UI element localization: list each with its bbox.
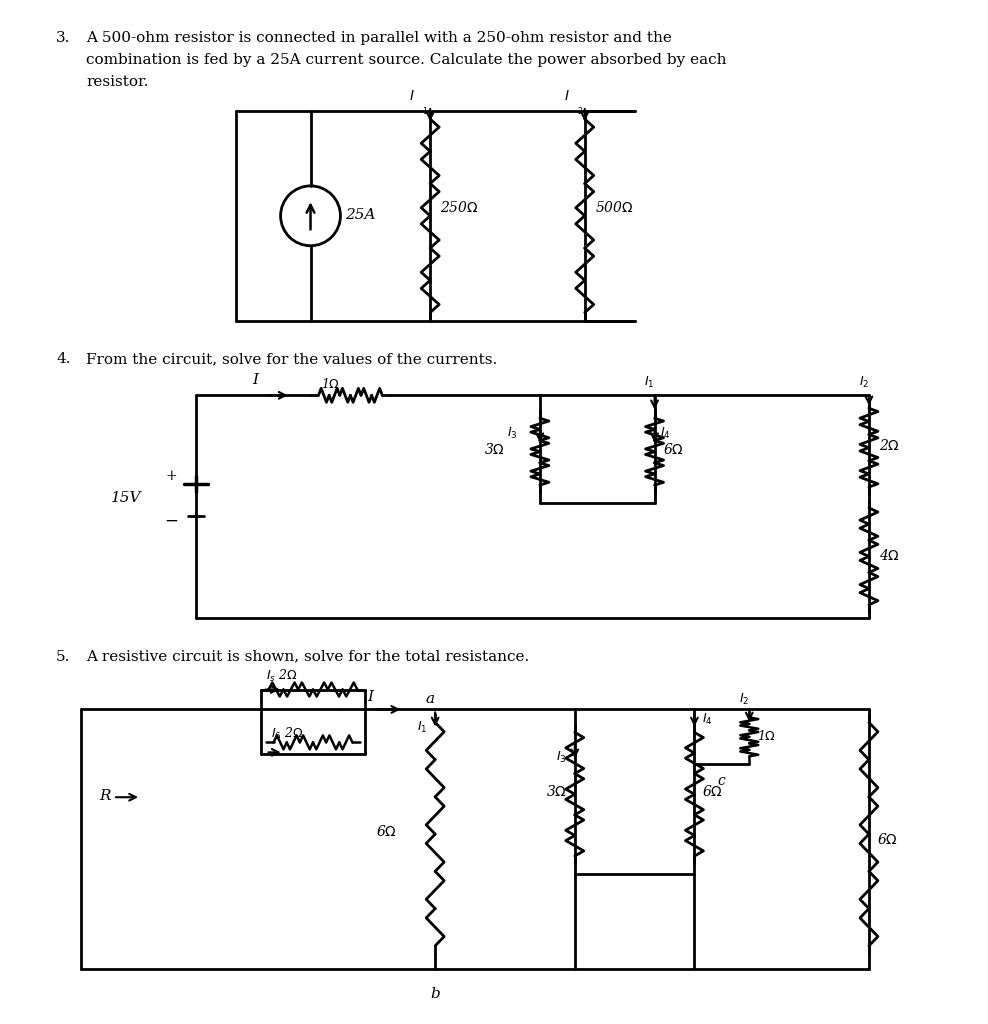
- Text: 25A: 25A: [346, 208, 375, 222]
- Text: $I_1$: $I_1$: [417, 720, 427, 735]
- Text: 6$\Omega$: 6$\Omega$: [376, 823, 397, 839]
- Text: $_1$: $_1$: [422, 105, 429, 118]
- Text: resistor.: resistor.: [86, 75, 148, 89]
- Text: 1$\Omega$: 1$\Omega$: [757, 729, 777, 743]
- Text: $I_1$: $I_1$: [644, 376, 655, 390]
- Text: 5.: 5.: [56, 649, 70, 664]
- Text: 4.: 4.: [56, 352, 71, 367]
- Text: I: I: [368, 689, 373, 703]
- Text: +: +: [165, 469, 177, 483]
- Text: $I_3$: $I_3$: [508, 426, 518, 440]
- Text: −: −: [164, 512, 178, 529]
- Text: $I_4$: $I_4$: [660, 426, 670, 440]
- Text: a: a: [426, 691, 435, 706]
- Text: combination is fed by a 25A current source. Calculate the power absorbed by each: combination is fed by a 25A current sour…: [86, 53, 726, 68]
- Text: 3.: 3.: [56, 32, 70, 45]
- Text: $I_2$: $I_2$: [859, 376, 869, 390]
- Text: 250$\Omega$: 250$\Omega$: [440, 201, 479, 215]
- Text: $_2$: $_2$: [577, 105, 583, 118]
- Text: 500$\Omega$: 500$\Omega$: [595, 201, 633, 215]
- Text: 1$\Omega$: 1$\Omega$: [321, 378, 340, 391]
- Text: b: b: [431, 987, 440, 1000]
- Text: From the circuit, solve for the values of the currents.: From the circuit, solve for the values o…: [86, 352, 497, 367]
- Text: 3$\Omega$: 3$\Omega$: [545, 783, 567, 799]
- Text: $I$: $I$: [564, 89, 570, 103]
- Text: c: c: [717, 774, 725, 788]
- Text: 15V: 15V: [111, 492, 141, 505]
- Text: 6$\Omega$: 6$\Omega$: [663, 441, 684, 457]
- Text: 3$\Omega$: 3$\Omega$: [484, 441, 505, 457]
- Text: R: R: [99, 790, 111, 803]
- Text: A 500-ohm resistor is connected in parallel with a 250-ohm resistor and the: A 500-ohm resistor is connected in paral…: [86, 32, 672, 45]
- Text: I: I: [253, 374, 259, 387]
- Text: 6$\Omega$: 6$\Omega$: [702, 783, 723, 799]
- Text: 6$\Omega$: 6$\Omega$: [877, 831, 898, 847]
- Text: $I_4$: $I_4$: [702, 712, 713, 727]
- Text: A resistive circuit is shown, solve for the total resistance.: A resistive circuit is shown, solve for …: [86, 649, 530, 664]
- Text: $I_s$ 2$\Omega$: $I_s$ 2$\Omega$: [266, 668, 297, 684]
- Text: $I_6$ 2$\Omega$: $I_6$ 2$\Omega$: [271, 726, 303, 742]
- Text: $I_2$: $I_2$: [739, 691, 750, 707]
- Text: 4$\Omega$: 4$\Omega$: [879, 549, 900, 563]
- Text: $I_3$: $I_3$: [556, 750, 567, 765]
- Text: 2$\Omega$: 2$\Omega$: [879, 437, 900, 453]
- Text: $I$: $I$: [409, 89, 415, 103]
